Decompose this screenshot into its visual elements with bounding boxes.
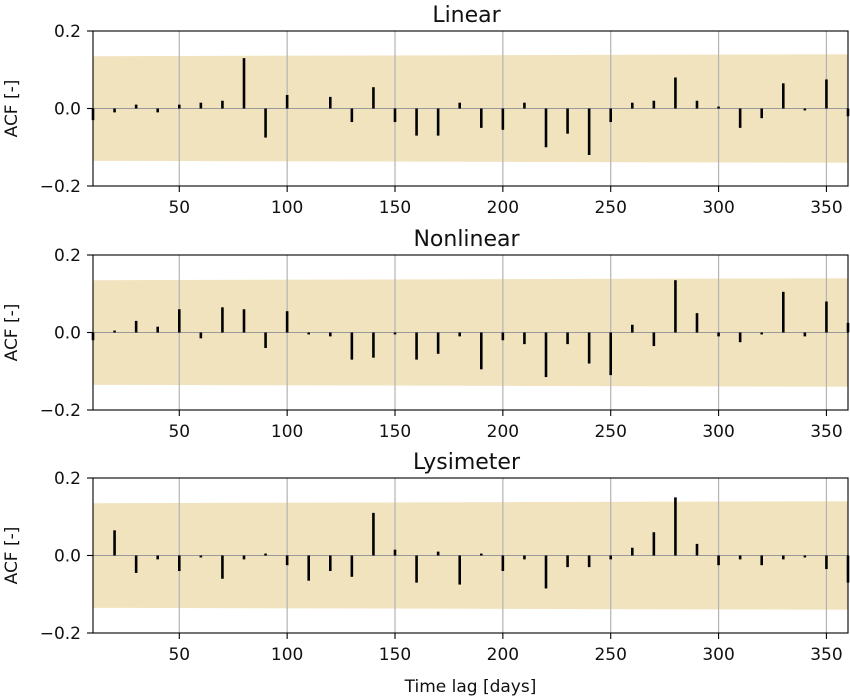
x-tick-label: 250	[594, 645, 626, 665]
y-axis-label: ACF [-]	[2, 527, 22, 585]
y-tick-label: −0.2	[40, 401, 81, 421]
y-axis-label: ACF [-]	[2, 80, 22, 138]
x-tick-label: 300	[702, 645, 734, 665]
x-tick-label: 150	[379, 422, 411, 442]
y-tick-label: −0.2	[40, 624, 81, 644]
x-tick-label: 350	[810, 198, 842, 218]
panel-linear: 50 100 150 200 250 300 350 −0.2 0.0 0.2 Linear ACF …	[2, 3, 850, 218]
x-tick-label: 250	[594, 422, 626, 442]
y-tick-label: −0.2	[40, 177, 81, 197]
x-tick-label: 50	[168, 198, 190, 218]
y-axis-label: ACF [-]	[2, 304, 22, 362]
panel-nonlinear: 50 100 150 200 250 300 350 −0.2 0.0 0.2 Nonlinear A…	[2, 227, 850, 442]
x-tick-label: 350	[810, 645, 842, 665]
x-tick-label: 200	[487, 198, 519, 218]
y-tick-label: 0.2	[54, 246, 81, 266]
x-tick-label: 50	[168, 645, 190, 665]
y-tick-label: 0.0	[54, 324, 81, 344]
chart-title: Lysimeter	[413, 450, 521, 475]
x-tick-label: 200	[487, 422, 519, 442]
x-tick-label: 350	[810, 422, 842, 442]
x-tick-label: 100	[271, 645, 303, 665]
x-tick-label: 300	[702, 422, 734, 442]
y-tick-label: 0.2	[54, 22, 81, 42]
x-tick-label: 250	[594, 198, 626, 218]
chart-title: Linear	[432, 3, 501, 28]
x-tick-label: 300	[702, 198, 734, 218]
x-axis-label: Time lag [days]	[404, 677, 537, 697]
x-tick-label: 150	[379, 198, 411, 218]
y-tick-label: 0.2	[54, 469, 81, 489]
chart-title: Nonlinear	[413, 227, 520, 252]
x-tick-label: 100	[271, 422, 303, 442]
x-tick-label: 200	[487, 645, 519, 665]
y-tick-label: 0.0	[54, 100, 81, 120]
x-tick-label: 150	[379, 645, 411, 665]
x-tick-label: 100	[271, 198, 303, 218]
x-tick-label: 50	[168, 422, 190, 442]
panel-lysimeter: 50 100 150 200 250 300 350 −0.2 0.0 0.2 Lysimeter A…	[2, 450, 850, 697]
y-tick-label: 0.0	[54, 547, 81, 567]
